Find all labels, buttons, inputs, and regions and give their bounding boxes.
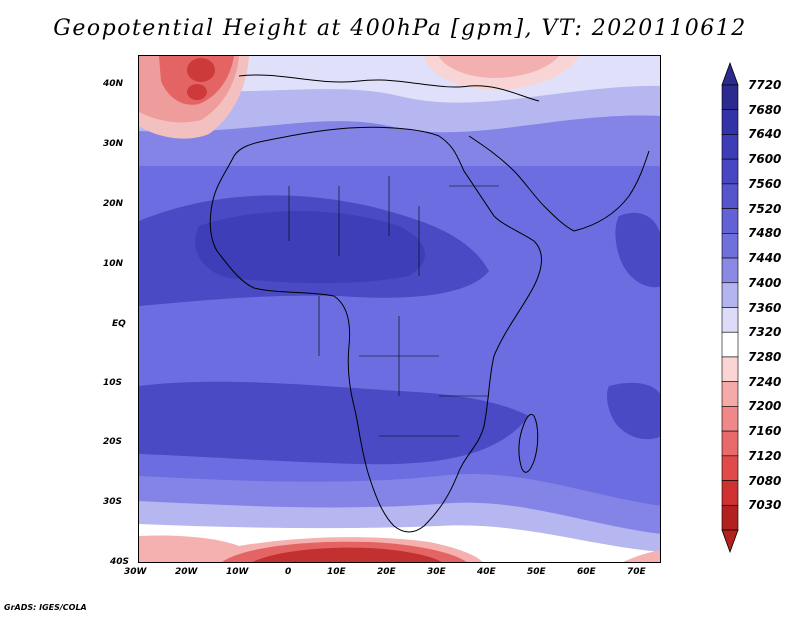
red-sea-arabia-coast	[468, 135, 575, 232]
colorbar-label: 7600	[748, 152, 782, 167]
height-field	[139, 56, 660, 562]
colorbar-label: 7480	[748, 226, 782, 241]
colorbar-swatch	[721, 331, 739, 358]
field-ne-ridge-2	[439, 56, 559, 78]
lat-label: 10S	[103, 378, 123, 388]
colorbar-swatch	[721, 504, 739, 531]
colorbar-label: 7240	[748, 374, 782, 389]
colorbar-top-arrow	[721, 61, 739, 86]
colorbar-label: 7720	[748, 78, 782, 92]
colorbar	[721, 61, 739, 554]
colorbar-bottom-arrow	[721, 529, 739, 554]
field-south-trough-core	[252, 547, 442, 562]
lat-label: 20S	[103, 437, 123, 447]
colorbar-label: 7560	[748, 176, 782, 191]
lon-label: 30E	[427, 567, 446, 577]
colorbar-swatch	[721, 430, 739, 457]
field-nw-core-2	[187, 84, 207, 100]
country-borders	[288, 176, 499, 437]
grads-credit: GrADS: IGES/COLA	[4, 603, 87, 612]
field-se-trough	[623, 550, 660, 562]
lon-label: 10E	[327, 567, 346, 577]
lon-label: 40E	[477, 567, 496, 577]
colorbar-label: 7030	[748, 498, 782, 513]
colorbar-swatch	[721, 480, 739, 506]
colorbar-swatch	[721, 84, 739, 111]
chart-title: Geopotential Height at 400hPa [gpm], VT:…	[53, 16, 747, 41]
colorbar-swatch	[721, 455, 739, 481]
arabia-south-coast	[573, 150, 650, 232]
colorbar-swatch	[721, 282, 739, 308]
colorbar-label: 7120	[748, 448, 782, 463]
map-panel	[138, 55, 661, 563]
colorbar-label: 7360	[748, 300, 782, 315]
lat-label: 20N	[103, 199, 124, 209]
colorbar-swatch	[721, 381, 739, 407]
colorbar-swatch	[721, 183, 739, 209]
colorbar-swatch	[721, 109, 739, 135]
colorbar-label: 7640	[748, 127, 782, 142]
lon-label: 70E	[627, 567, 646, 577]
lon-label: 30W	[124, 567, 147, 577]
lon-label: 10W	[226, 567, 249, 577]
field-south-band	[139, 381, 529, 465]
madagascar-coastline	[518, 413, 539, 473]
colorbar-label: 7400	[748, 275, 782, 290]
field-indian-ocean-high	[615, 212, 660, 288]
colorbar-label: 7680	[748, 102, 782, 117]
colorbar-swatch	[721, 406, 739, 432]
colorbar-swatch	[721, 208, 739, 234]
lon-label: 20W	[175, 567, 198, 577]
colorbar-swatch	[721, 134, 739, 160]
field-south-indian-high	[606, 382, 660, 440]
colorbar-label: 7520	[748, 201, 782, 216]
colorbar-swatch	[721, 233, 739, 259]
colorbar-label: 7080	[748, 473, 782, 488]
lat-label: 40N	[103, 79, 124, 89]
field-west-africa-core	[195, 211, 426, 283]
lat-label: 40S	[110, 557, 130, 567]
lat-label: 30N	[103, 139, 124, 149]
colorbar-swatch	[721, 158, 739, 185]
lat-label: 10N	[103, 259, 124, 269]
coastlines	[209, 74, 650, 533]
colorbar-label: 7280	[748, 349, 782, 364]
colorbar-label: 7440	[748, 251, 782, 266]
colorbar-swatch	[721, 356, 739, 382]
field-nw-core-1	[187, 58, 215, 82]
lon-label: 60E	[577, 567, 596, 577]
colorbar-label: 7320	[748, 325, 782, 340]
africa-coastline	[209, 126, 542, 533]
colorbar-swatch	[721, 307, 739, 333]
colorbar-label: 7200	[748, 399, 782, 414]
lat-label: EQ	[112, 319, 126, 329]
lat-label: 30S	[103, 497, 123, 507]
lon-label: 0	[285, 567, 292, 577]
colorbar-swatch	[721, 257, 739, 284]
lon-label: 50E	[527, 567, 546, 577]
colorbar-label: 7160	[748, 424, 782, 439]
lon-label: 20E	[377, 567, 396, 577]
mediterranean-coast	[238, 74, 540, 102]
